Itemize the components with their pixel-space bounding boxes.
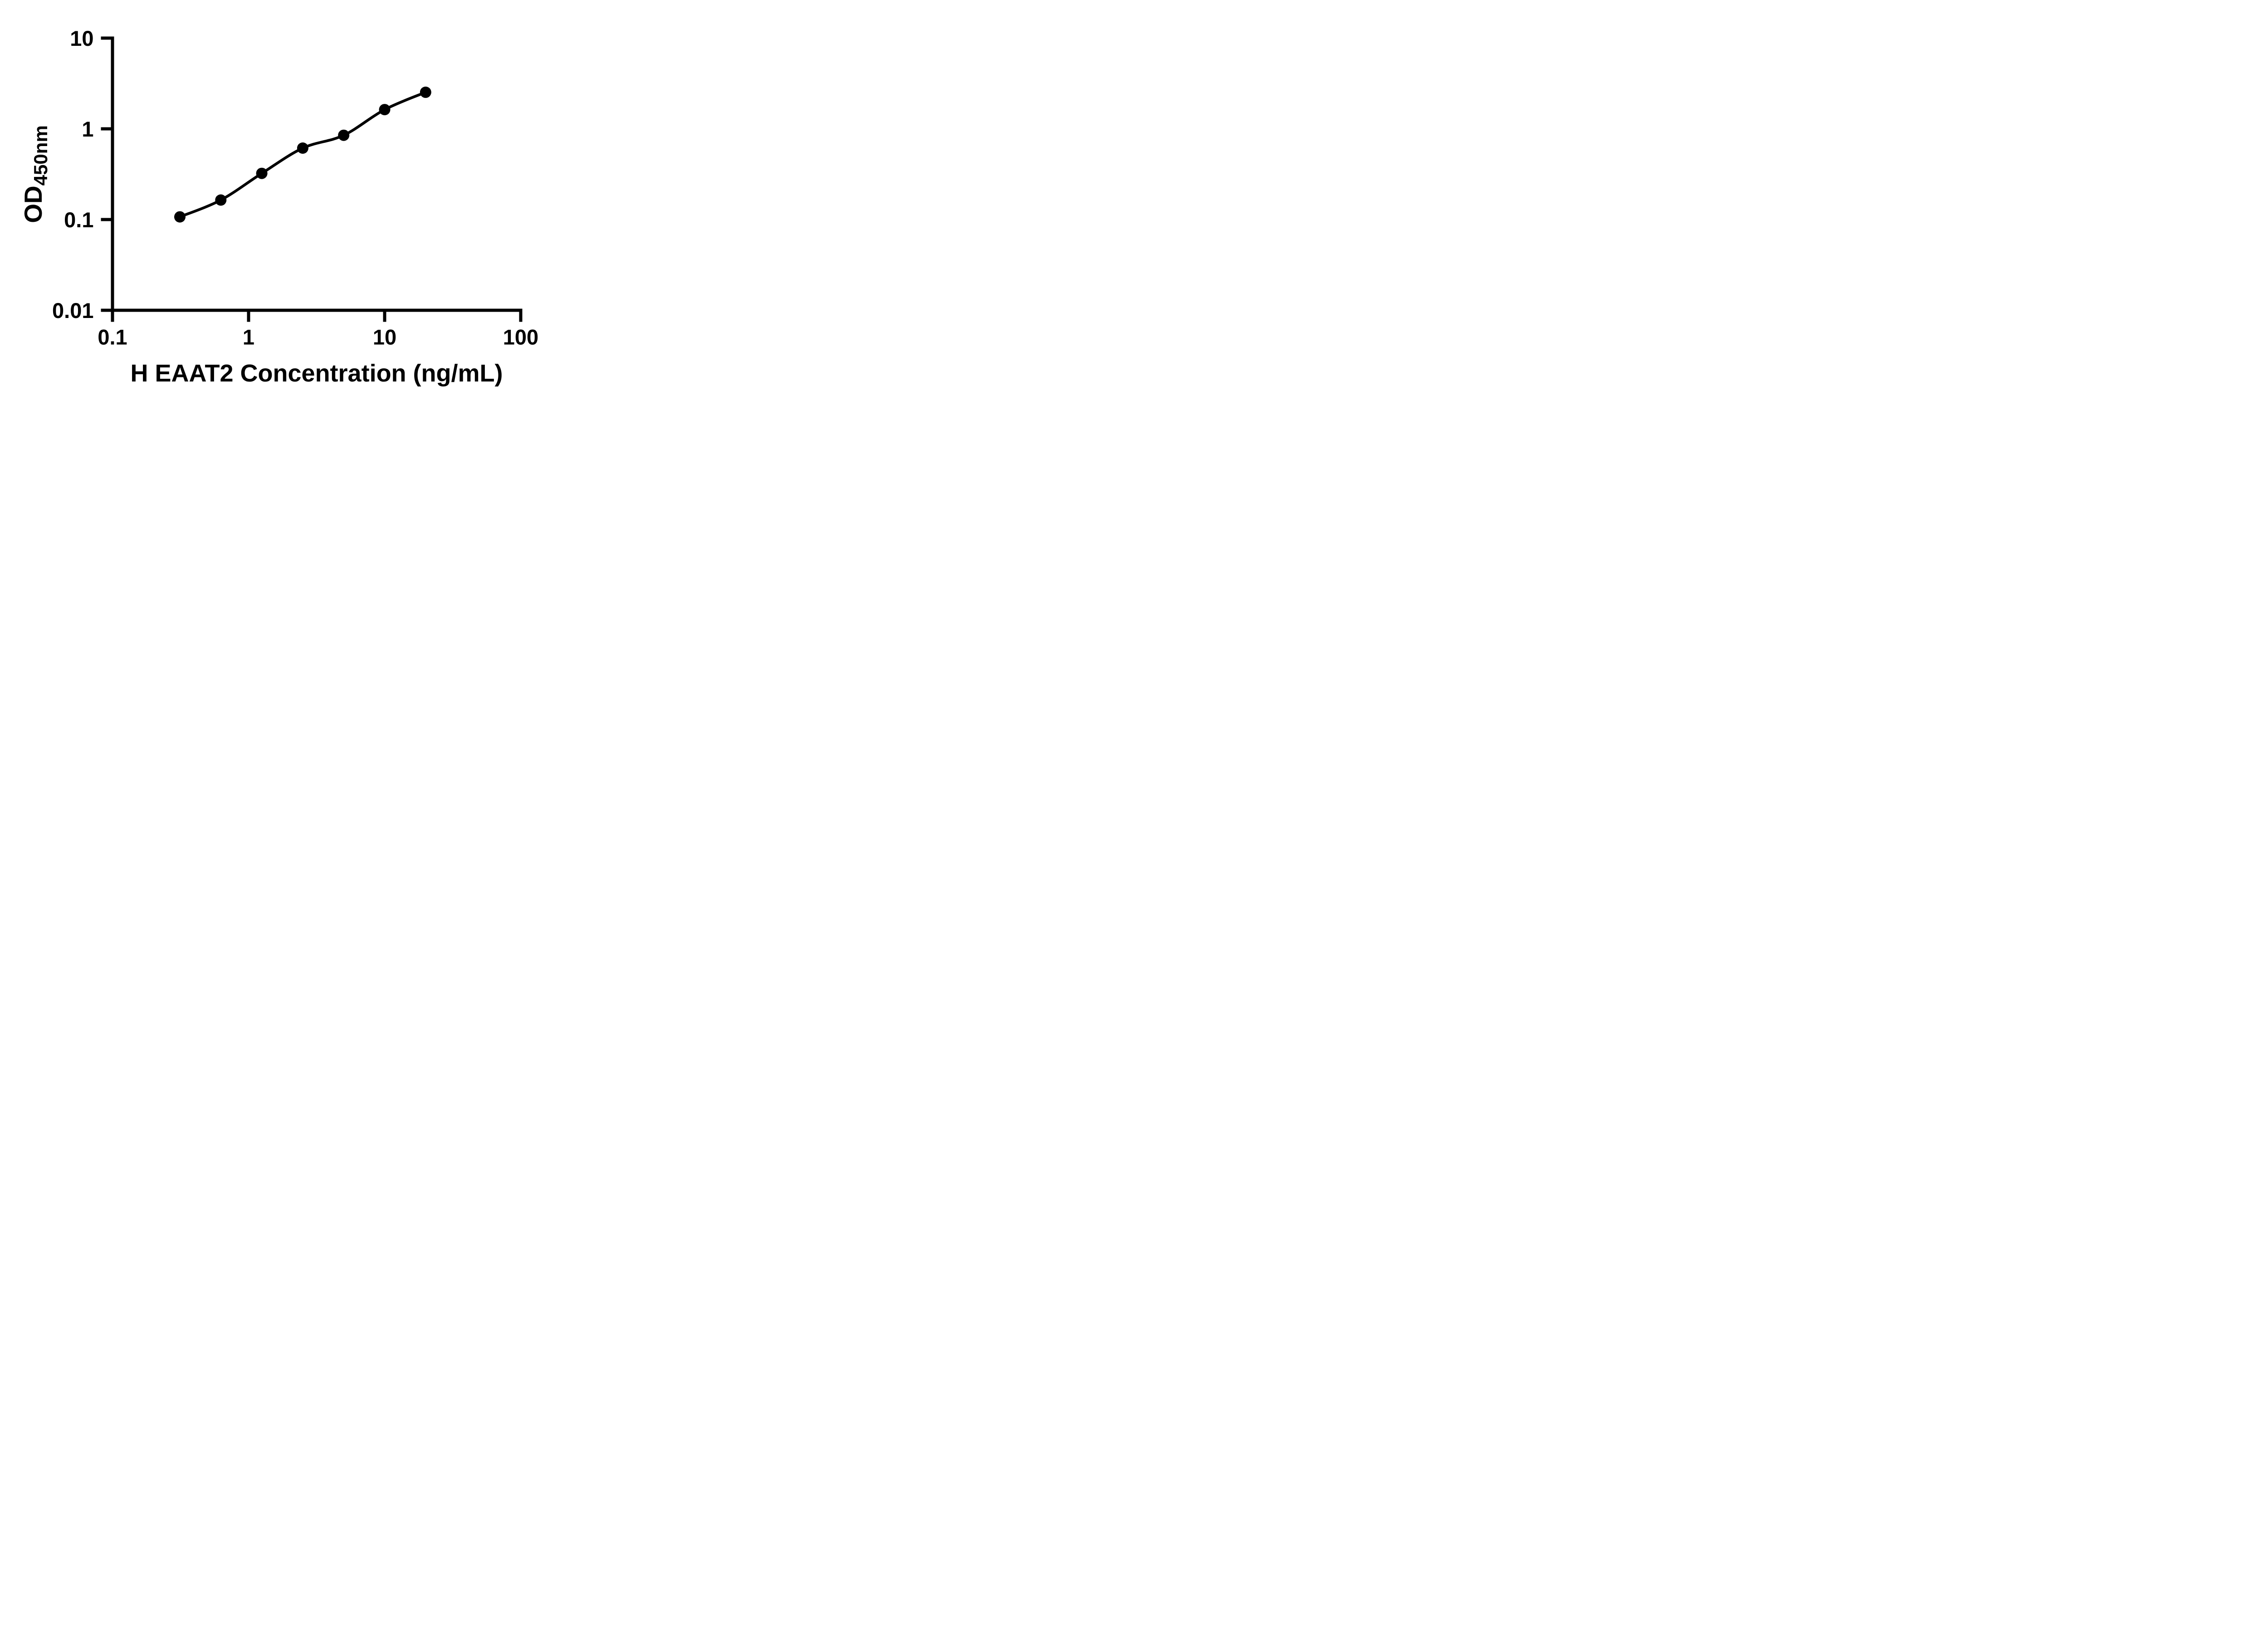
data-point-marker: [256, 167, 268, 179]
y-axis-tick-label: 0.1: [64, 208, 93, 232]
data-point-marker: [297, 142, 308, 154]
y-axis-tick-label: 10: [70, 26, 93, 50]
x-axis-tick-label: 100: [503, 325, 538, 349]
data-point-marker: [215, 194, 227, 206]
data-point-marker: [174, 211, 186, 223]
y-axis-tick-label: 0.01: [52, 298, 93, 323]
x-axis-title: H EAAT2 Concentration (ng/mL): [131, 360, 503, 387]
data-point-marker: [420, 86, 431, 98]
y-axis-tick-label: 1: [82, 117, 93, 141]
y-axis-title: OD450nm: [19, 125, 51, 223]
elisa-standard-curve-figure: 10 1 0.1 0.01 0.1 1 10 100 H EAAT2 Concentration…: [0, 0, 583, 408]
x-axis-tick-label: 10: [373, 325, 396, 349]
x-axis-tick-label: 1: [243, 325, 254, 349]
data-point-marker: [379, 104, 391, 116]
data-point-marker: [338, 129, 350, 141]
x-axis-tick-label: 0.1: [98, 325, 127, 349]
